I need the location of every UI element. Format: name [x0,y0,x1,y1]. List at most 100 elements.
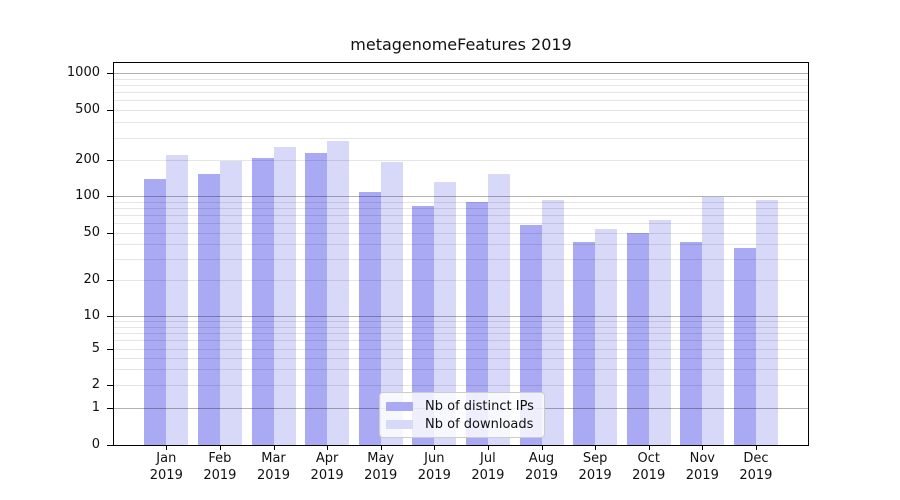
bar-downloads-apr [327,140,350,445]
legend-label-distinct-ips: Nb of distinct IPs [425,398,534,414]
x-tick-label: Aug 2019 [514,451,570,484]
gridline-major [114,73,808,74]
gridline-minor [114,327,808,328]
y-tick-mark [107,408,113,409]
gridline-minor [114,385,808,386]
legend-swatch-downloads [386,419,413,429]
x-tick-mark [166,446,167,450]
x-tick-year: 2019 [524,467,559,483]
x-tick-mark [702,446,703,450]
gridline-minor [114,160,808,161]
gridline-minor [114,122,808,123]
y-tick-label: 500 [75,102,100,117]
bar-downloads-may [380,162,403,445]
gridline-minor [114,215,808,216]
x-tick-mark [542,446,543,450]
bar-ips-feb [197,174,220,445]
bar-ips-jul [465,201,488,445]
x-tick-label: Dec 2019 [728,451,784,484]
y-tick-label: 5 [91,341,100,356]
x-tick-month: Mar [261,451,286,466]
y-tick-label: 200 [75,152,100,167]
gridline-minor [114,138,808,139]
gridline-minor [114,223,808,224]
x-tick-year: 2019 [578,467,612,483]
x-tick-mark [595,446,596,450]
x-tick-mark [220,446,221,450]
x-tick-year: 2019 [203,467,237,483]
legend-label-downloads: Nb of downloads [425,416,534,432]
bar-ips-aug [519,224,542,445]
bar-downloads-sep [595,228,618,445]
x-tick-label: Nov 2019 [674,451,730,484]
x-tick-label: Oct 2019 [621,451,677,484]
x-tick-mark [488,446,489,450]
gridline-minor [114,110,808,111]
gridline-minor [114,349,808,350]
chart-title: metagenomeFeatures 2019 [350,35,572,54]
x-tick-mark [381,446,382,450]
gridline-minor [114,340,808,341]
bar-ips-sep [573,241,596,445]
gridline-minor [114,85,808,86]
x-tick-mark [756,446,757,450]
bar-downloads-aug [541,199,564,445]
y-tick-label: 0 [91,437,100,452]
x-tick-mark [434,446,435,450]
y-tick-label: 2 [91,377,100,392]
x-tick-mark [327,446,328,450]
gridline-minor [114,79,808,80]
legend-swatch-distinct-ips [386,401,413,411]
x-tick-label: Feb 2019 [192,451,248,484]
bar-ips-oct [626,232,649,445]
gridline-minor [114,280,808,281]
legend: Nb of distinct IPs Nb of downloads [379,392,545,438]
y-tick-label: 10 [83,308,100,323]
x-tick-month: Oct [637,451,660,466]
gridline-minor [114,208,808,209]
y-tick-mark [107,280,113,281]
y-tick-mark [107,316,113,317]
x-tick-mark [649,446,650,450]
bar-downloads-mar [273,146,296,445]
x-tick-year: 2019 [149,467,183,483]
y-tick-mark [107,73,113,74]
bar-downloads-jun [434,182,457,445]
x-tick-month: Nov [689,451,715,466]
gridline-minor [114,321,808,322]
gridline-minor [114,100,808,101]
x-tick-label: Jul 2019 [460,451,516,484]
y-tick-mark [107,160,113,161]
gridline-minor [114,92,808,93]
y-tick-label: 100 [75,188,100,203]
gridline-minor [114,358,808,359]
gridline-minor [114,333,808,334]
y-tick-label: 1 [91,400,100,415]
bar-downloads-feb [219,160,242,445]
legend-item-distinct-ips: Nb of distinct IPs [386,398,536,414]
bar-downloads-oct [648,220,671,445]
x-tick-year: 2019 [471,467,505,483]
x-tick-month: Apr [315,451,339,466]
x-tick-month: Jun [424,451,445,466]
x-tick-month: Feb [208,451,232,466]
bar-ips-may [358,192,381,445]
x-tick-label: May 2019 [353,451,409,484]
y-tick-mark [107,385,113,386]
bar-ips-dec [733,248,756,445]
gridline-major [114,316,808,317]
x-tick-year: 2019 [739,467,773,483]
x-tick-year: 2019 [256,467,291,483]
y-tick-mark [107,445,113,446]
y-tick-mark [107,196,113,197]
bar-ips-apr [305,153,328,445]
gridline-minor [114,233,808,234]
gridline-major [114,196,808,197]
x-tick-label: Jun 2019 [406,451,462,484]
y-tick-mark [107,349,113,350]
x-tick-year: 2019 [685,467,719,483]
y-tick-label: 1000 [66,65,100,80]
x-tick-year: 2019 [310,467,344,483]
x-tick-month: Jan [156,451,177,466]
gridline-minor [114,259,808,260]
